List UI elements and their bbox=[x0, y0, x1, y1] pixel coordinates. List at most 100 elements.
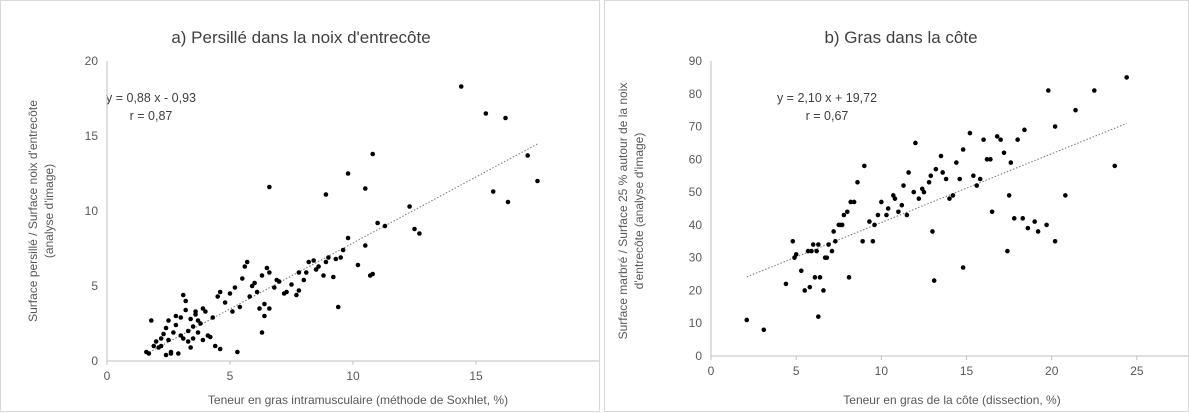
data-point bbox=[294, 292, 299, 298]
data-point bbox=[798, 268, 804, 274]
data-point bbox=[217, 289, 223, 295]
data-point bbox=[296, 270, 302, 275]
data-point bbox=[1020, 216, 1026, 221]
data-point bbox=[911, 189, 917, 195]
x-tick-label: 5 bbox=[227, 369, 234, 383]
x-axis-title: Teneur en gras intramusculaire (méthode … bbox=[208, 393, 508, 407]
data-point bbox=[960, 147, 966, 152]
data-point bbox=[940, 170, 945, 175]
data-point bbox=[870, 238, 876, 244]
data-point bbox=[838, 222, 843, 228]
data-point bbox=[168, 351, 174, 356]
data-point bbox=[355, 262, 361, 268]
y-axis-title-line-1: Surface persillé / Surface noix d'entrec… bbox=[26, 100, 40, 322]
data-point bbox=[333, 256, 339, 262]
data-point bbox=[326, 255, 331, 260]
data-point bbox=[1011, 216, 1017, 221]
data-point bbox=[1046, 88, 1051, 93]
data-point bbox=[810, 242, 816, 247]
trendline-equation: y = 0,88 x - 0,93 bbox=[106, 91, 196, 105]
data-point bbox=[926, 179, 932, 185]
data-point bbox=[171, 330, 176, 335]
data-point bbox=[267, 184, 272, 190]
x-axis-title: Teneur en gras de la côte (dissection, %… bbox=[843, 393, 1060, 407]
data-point bbox=[180, 292, 186, 298]
data-point bbox=[892, 196, 898, 201]
data-point bbox=[249, 283, 255, 289]
data-point bbox=[1073, 107, 1078, 113]
y-axis-title-line-2: d'entrecôte (analyse d'image) bbox=[632, 133, 646, 290]
x-tick-label: 5 bbox=[793, 364, 800, 378]
data-point bbox=[505, 199, 511, 205]
data-point bbox=[363, 186, 368, 191]
data-point bbox=[262, 301, 267, 307]
data-point bbox=[195, 318, 201, 323]
data-point bbox=[200, 337, 206, 343]
data-point bbox=[744, 317, 750, 323]
chart-title: b) Gras dans la côte bbox=[824, 28, 977, 47]
data-point bbox=[158, 343, 164, 349]
data-point bbox=[790, 238, 796, 244]
data-point bbox=[271, 285, 277, 290]
data-point bbox=[816, 242, 821, 247]
x-tick-label: 10 bbox=[875, 364, 889, 378]
data-point bbox=[163, 352, 169, 358]
data-point bbox=[262, 313, 267, 319]
data-point bbox=[483, 111, 489, 116]
data-point bbox=[323, 259, 329, 265]
data-point bbox=[1124, 75, 1129, 80]
data-point bbox=[259, 330, 265, 335]
data-point bbox=[783, 281, 789, 287]
data-point bbox=[933, 166, 939, 172]
data-point bbox=[1015, 137, 1020, 142]
data-point bbox=[338, 255, 344, 260]
data-point bbox=[867, 219, 872, 224]
data-point bbox=[173, 322, 179, 328]
data-point bbox=[151, 343, 157, 349]
data-point bbox=[974, 183, 980, 188]
data-point bbox=[829, 248, 835, 254]
y-tick-label: 15 bbox=[85, 129, 99, 143]
data-point bbox=[503, 115, 508, 121]
data-point bbox=[217, 346, 223, 352]
data-point bbox=[323, 192, 329, 197]
data-point bbox=[227, 291, 233, 296]
data-point bbox=[792, 255, 797, 260]
data-point bbox=[244, 259, 250, 265]
data-point bbox=[833, 238, 838, 244]
data-point bbox=[195, 330, 201, 335]
trendline-equation: y = 2,10 x + 19,72 bbox=[777, 91, 877, 105]
data-point bbox=[490, 189, 496, 194]
data-point bbox=[805, 248, 811, 254]
data-point bbox=[906, 170, 911, 175]
y-axis-title: Surface marbré / Surface 25 % autour de … bbox=[616, 83, 646, 340]
data-point bbox=[841, 212, 847, 218]
y-tick-label: 40 bbox=[689, 218, 703, 232]
data-point bbox=[989, 209, 995, 215]
chart-title: a) Persillé dans la noix d'entrecôte bbox=[171, 28, 430, 47]
data-point bbox=[306, 259, 312, 265]
data-point bbox=[166, 337, 171, 343]
data-point bbox=[210, 315, 216, 320]
data-point bbox=[345, 235, 351, 241]
y-tick-label: 0 bbox=[91, 354, 98, 368]
data-point bbox=[235, 349, 240, 355]
data-point bbox=[193, 309, 198, 314]
data-point bbox=[237, 304, 243, 310]
data-point bbox=[240, 276, 245, 281]
data-point bbox=[826, 242, 831, 247]
data-point bbox=[254, 289, 260, 295]
data-point bbox=[916, 196, 922, 201]
data-point bbox=[284, 289, 289, 295]
data-point bbox=[851, 199, 857, 205]
data-point bbox=[340, 247, 346, 253]
data-point bbox=[1025, 225, 1031, 231]
data-point bbox=[814, 248, 819, 254]
data-point bbox=[289, 282, 294, 287]
data-point bbox=[1112, 163, 1118, 169]
data-point bbox=[846, 275, 852, 280]
data-point bbox=[817, 275, 823, 280]
data-point bbox=[875, 212, 881, 218]
data-point bbox=[412, 226, 417, 232]
data-point bbox=[1008, 160, 1014, 165]
